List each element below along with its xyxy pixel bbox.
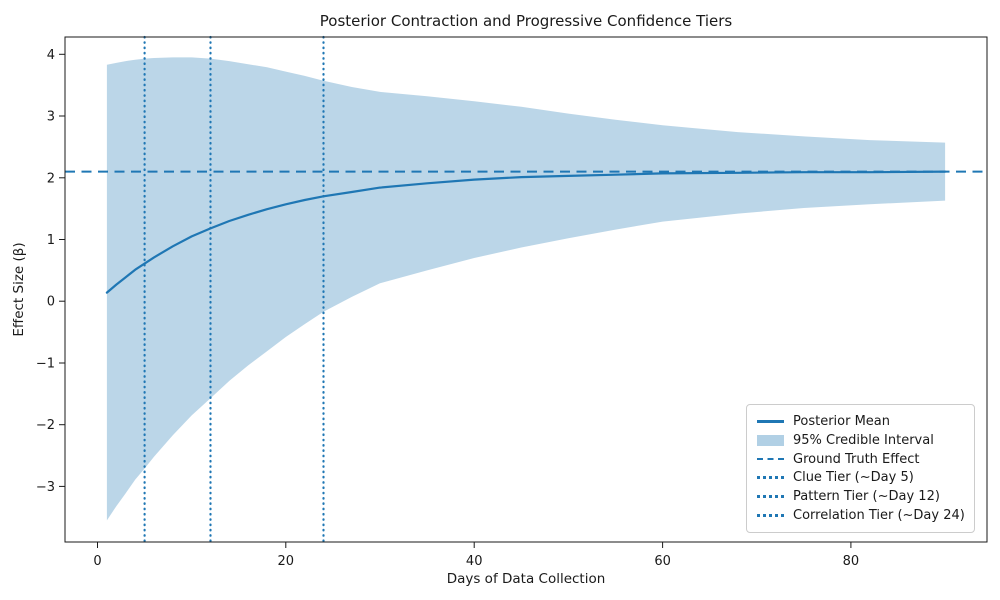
chart-title: Posterior Contraction and Progressive Co… xyxy=(320,12,733,30)
legend-item-correlation-tier: Correlation Tier (~Day 24) xyxy=(757,507,965,524)
legend: Posterior Mean 95% Credible Interval Groun… xyxy=(746,404,975,533)
y-tick-label: 1 xyxy=(47,233,55,248)
legend-dotted-sample-icon xyxy=(757,513,784,517)
y-tick-label: 4 xyxy=(47,48,55,63)
x-tick-label: 20 xyxy=(278,554,295,569)
posterior-mean-line xyxy=(105,170,947,294)
x-tick-label: 40 xyxy=(466,554,483,569)
plot-frame xyxy=(64,36,988,543)
legend-label: Clue Tier (~Day 5) xyxy=(793,470,914,486)
legend-band-sample-icon xyxy=(757,434,784,446)
x-tick-label: 60 xyxy=(654,554,671,569)
x-tick-label: 0 xyxy=(93,554,101,569)
legend-item-pattern-tier: Pattern Tier (~Day 12) xyxy=(757,488,964,505)
legend-item-posterior-mean: Posterior Mean xyxy=(757,413,964,430)
x-axis-title: Days of Data Collection xyxy=(447,571,606,587)
legend-dotted-sample-icon xyxy=(757,495,784,499)
y-axis-title: Effect Size (β) xyxy=(11,242,27,336)
x-tick-label: 80 xyxy=(843,554,860,569)
legend-label: 95% Credible Interval xyxy=(793,432,934,448)
legend-label: Posterior Mean xyxy=(793,414,891,429)
x-axis-ticks: 0 20 40 60 80 xyxy=(93,542,859,569)
y-axis-ticks: −3 −2 −1 0 1 2 3 4 xyxy=(36,48,65,495)
legend-label: Pattern Tier (~Day 12) xyxy=(793,489,940,505)
y-tick-label: −3 xyxy=(36,480,55,495)
legend-dashed-sample-icon xyxy=(757,458,784,461)
legend-dotted-sample-icon xyxy=(757,476,784,480)
y-tick-label: 2 xyxy=(47,171,55,186)
y-tick-label: 0 xyxy=(47,295,55,310)
legend-item-credible-interval: 95% Credible Interval xyxy=(757,432,964,449)
y-tick-label: 3 xyxy=(47,110,55,125)
legend-solid-sample-icon xyxy=(757,420,784,423)
y-tick-label: −1 xyxy=(36,357,55,372)
legend-item-clue-tier: Clue Tier (~Day 5) xyxy=(757,469,964,486)
legend-label: Ground Truth Effect xyxy=(793,451,920,467)
y-tick-label: −2 xyxy=(36,418,55,433)
legend-item-ground-truth: Ground Truth Effect xyxy=(757,451,964,468)
legend-label: Correlation Tier (~Day 24) xyxy=(793,507,965,523)
tier-lines xyxy=(143,35,325,544)
